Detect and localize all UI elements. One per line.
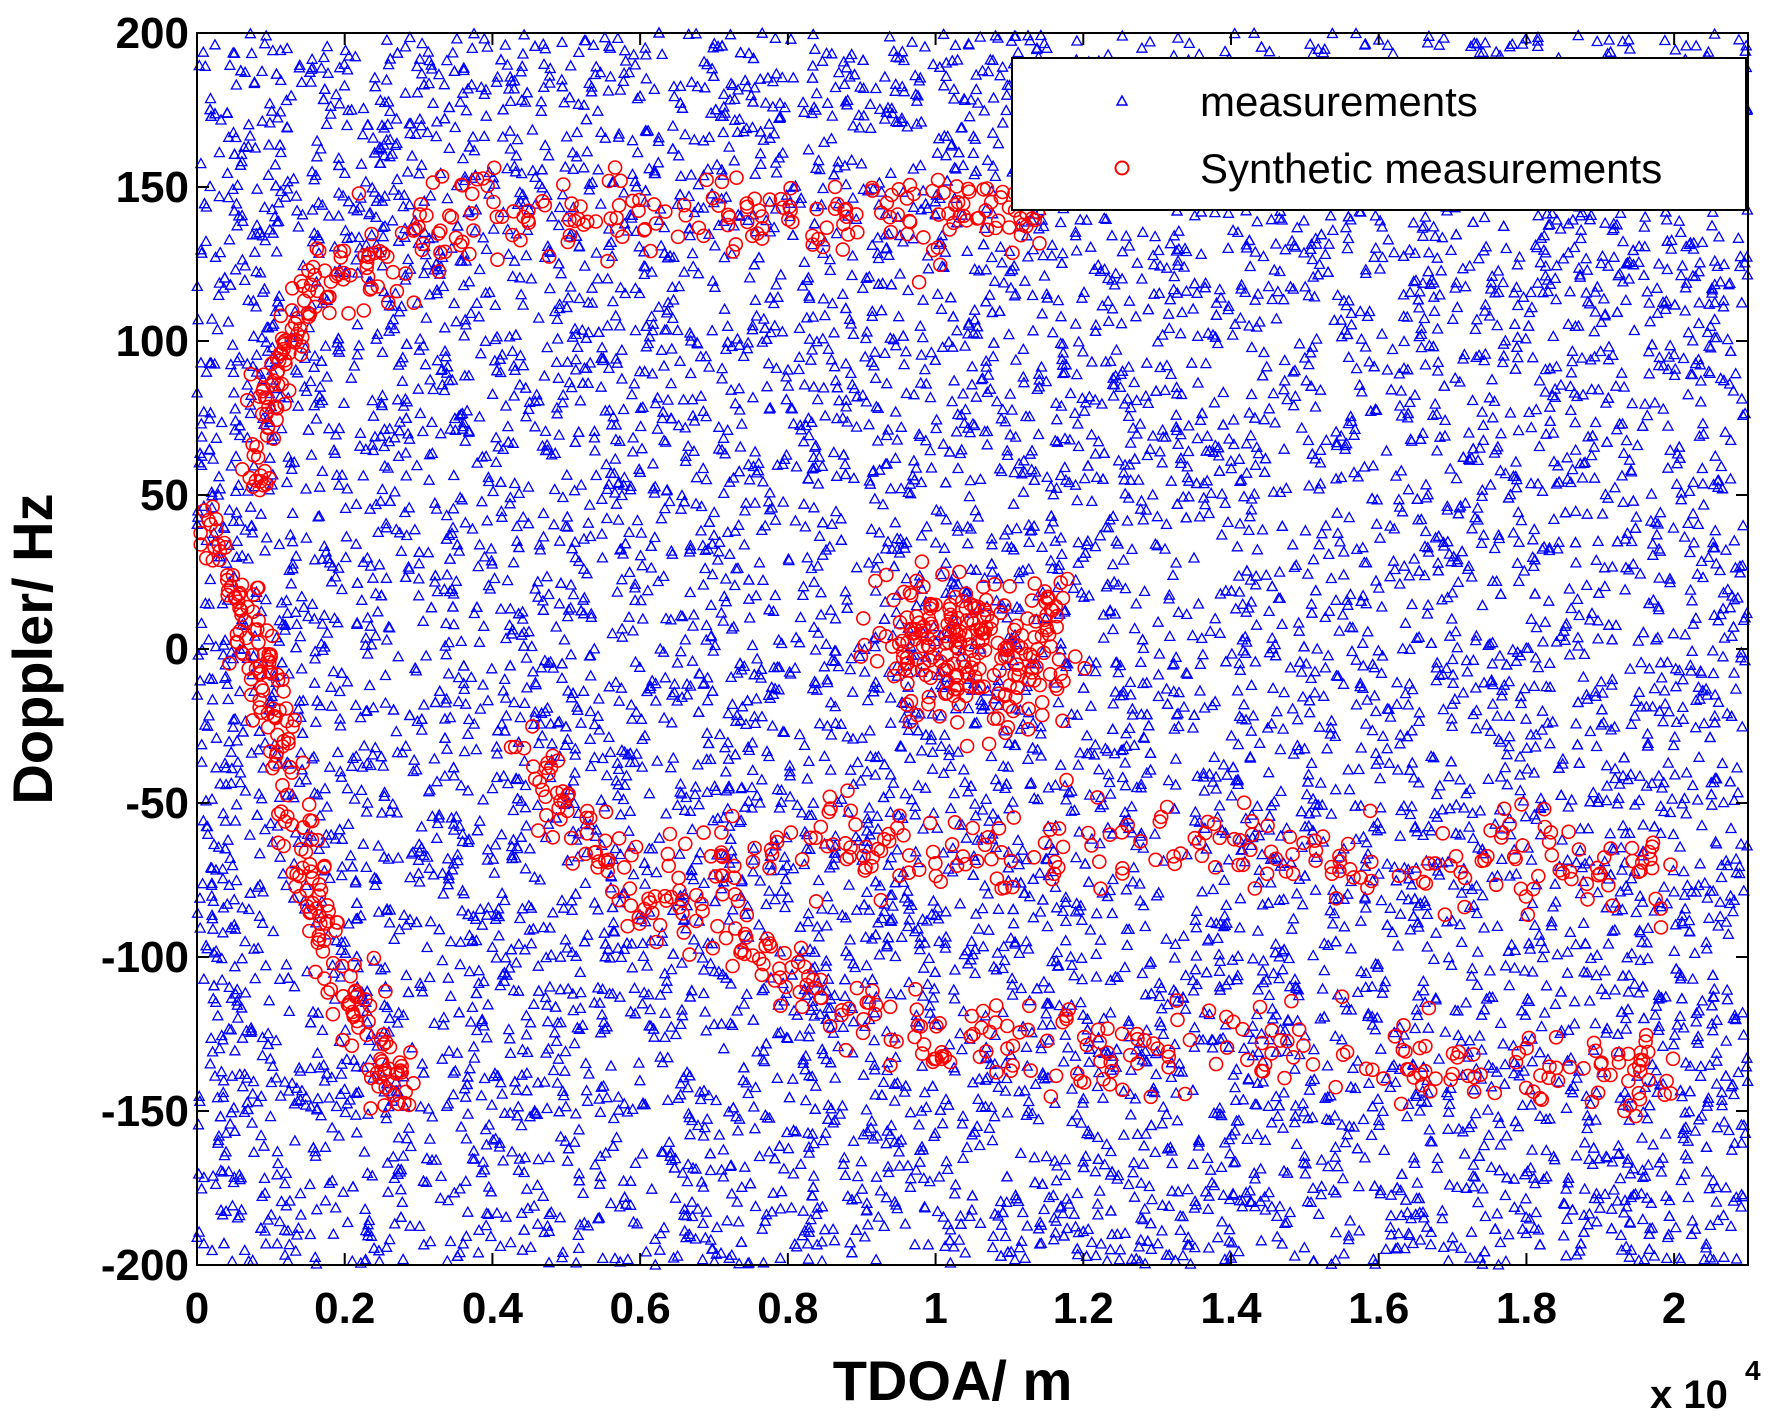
legend-entry-measurements: measurements <box>1200 78 1478 125</box>
x-axis-multiplier: x 10 4 <box>1650 1355 1761 1416</box>
y-tick-label: 200 <box>116 9 189 58</box>
x-tick-label: 1 <box>923 1284 947 1333</box>
measurement-points-5 <box>191 26 1754 1270</box>
legend-marker-triangle <box>1115 94 1129 106</box>
y-tick-label: -200 <box>101 1241 189 1290</box>
x-tick-label: 0.6 <box>610 1284 671 1333</box>
x-tick-label: 1.4 <box>1200 1284 1262 1333</box>
y-tick-label: -150 <box>101 1087 189 1136</box>
y-axis-ticks: 200 150 100 50 0 -50 -100 -150 -200 <box>101 9 1748 1290</box>
y-tick-label: 0 <box>165 625 189 674</box>
legend-entry-synthetic: Synthetic measurements <box>1200 145 1662 192</box>
x-tick-label: 0.2 <box>314 1284 375 1333</box>
x-tick-label: 1.2 <box>1053 1284 1114 1333</box>
synthetic-track-3 <box>647 772 1678 935</box>
x-axis-ticks: 0 0.2 0.4 0.6 0.8 1 1.2 1.4 1.6 1.8 2 <box>185 33 1686 1333</box>
x-tick-label: 0.4 <box>462 1284 524 1333</box>
x-tick-label: 0 <box>185 1284 209 1333</box>
legend: measurements Synthetic measurements <box>1011 57 1747 211</box>
y-tick-label: -50 <box>125 779 189 828</box>
points-layer <box>190 26 1754 1270</box>
x-tick-label: 1.8 <box>1496 1284 1557 1333</box>
x-tick-label: 0.8 <box>757 1284 818 1333</box>
y-axis-label: Doppler/ Hz <box>1 493 64 804</box>
y-tick-label: 50 <box>140 471 189 520</box>
legend-box <box>1011 57 1747 211</box>
x-multiplier-base: x 10 <box>1650 1373 1728 1416</box>
y-tick-label: 100 <box>116 317 189 366</box>
synthetic-track-2 <box>503 719 1681 1124</box>
y-tick-label: 150 <box>116 163 189 212</box>
y-tick-label: -100 <box>101 933 189 982</box>
synthetic-track-1 <box>234 160 1059 498</box>
x-tick-label: 2 <box>1662 1284 1686 1333</box>
legend-marker-circle <box>1114 160 1130 176</box>
x-axis-label: TDOA/ m <box>833 1349 1073 1412</box>
x-tick-label: 1.6 <box>1348 1284 1409 1333</box>
x-multiplier-exponent: 4 <box>1745 1355 1761 1386</box>
synthetic-track-4 <box>853 554 1092 754</box>
